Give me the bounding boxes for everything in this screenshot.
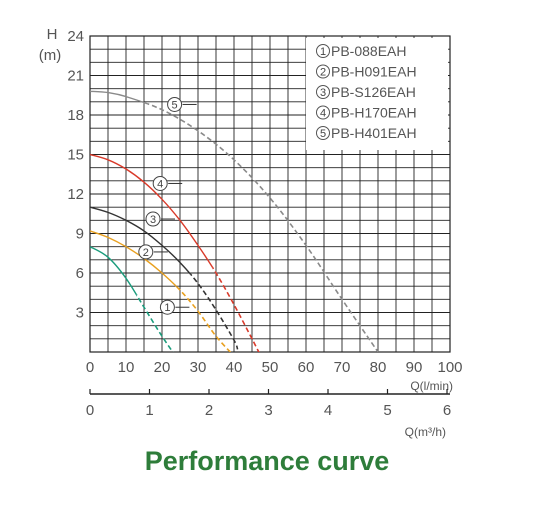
marker-circle bbox=[152, 175, 168, 191]
series-line-solid bbox=[90, 246, 137, 297]
legend-marker-number: 4 bbox=[320, 108, 326, 120]
legend-item-5: 5 PB-H401EAH bbox=[316, 125, 417, 141]
legend-marker-number: 5 bbox=[320, 128, 326, 140]
x-axis-label: Q(l/min) bbox=[410, 379, 453, 393]
series-line-dashed bbox=[212, 265, 260, 352]
legend-item-1: 1 PB-088EAH bbox=[316, 43, 406, 59]
series-curve-3 bbox=[90, 206, 239, 350]
y-tick-label: 9 bbox=[76, 226, 84, 243]
x-tick-label: 100 bbox=[437, 359, 462, 376]
y-tick-label: 3 bbox=[76, 305, 84, 322]
legend-marker-number: 1 bbox=[320, 46, 326, 58]
series-curve-2 bbox=[90, 230, 232, 352]
legend-label: PB-H091EAH bbox=[331, 64, 417, 80]
x-tick-label: 50 bbox=[262, 359, 279, 376]
chart-series-markers: 1 2 3 4 5 bbox=[138, 96, 197, 315]
x2-tick-label: 0 bbox=[86, 402, 94, 419]
x2-tick-label: 4 bbox=[324, 402, 332, 419]
chart-caption: Performance curve bbox=[144, 446, 390, 476]
series-marker-3: 3 bbox=[145, 211, 175, 227]
series-curve-4 bbox=[90, 153, 260, 352]
series-line-dashed bbox=[190, 273, 239, 350]
chart-grid bbox=[89, 35, 451, 353]
x2-tick-label: 1 bbox=[145, 402, 153, 419]
marker-circle bbox=[159, 299, 175, 315]
x2-tick-label: 2 bbox=[205, 402, 213, 419]
chart-series bbox=[90, 90, 379, 352]
legend-marker-circle bbox=[316, 64, 330, 79]
x-tick-label: 60 bbox=[298, 359, 315, 376]
legend-label: PB-H170EAH bbox=[331, 105, 417, 121]
series-curve-5 bbox=[90, 90, 379, 352]
x2-axis-label: Q(m³/h) bbox=[405, 425, 446, 439]
marker-label: 3 bbox=[150, 214, 156, 226]
series-marker-1: 1 bbox=[159, 299, 190, 315]
legend-item-4: 4 PB-H170EAH bbox=[316, 105, 417, 121]
marker-label: 4 bbox=[157, 178, 163, 190]
x-tick-label: 40 bbox=[226, 359, 243, 376]
x-tick-label: 70 bbox=[334, 359, 351, 376]
y-tick-label: 6 bbox=[76, 265, 84, 282]
marker-circle bbox=[145, 211, 161, 227]
x2-tick-label: 6 bbox=[443, 402, 451, 419]
y-tick-label: 21 bbox=[67, 68, 84, 85]
legend-marker-circle bbox=[316, 105, 330, 120]
series-marker-4: 4 bbox=[152, 175, 183, 191]
x-tick-label: 10 bbox=[118, 359, 135, 376]
series-line-solid bbox=[90, 230, 177, 288]
series-curve-1 bbox=[90, 246, 174, 352]
y-tick-label: 12 bbox=[67, 186, 84, 203]
series-marker-5: 5 bbox=[167, 96, 197, 112]
x2-tick-label: 3 bbox=[264, 402, 272, 419]
x-tick-label: 30 bbox=[190, 359, 207, 376]
y-axis-label: H bbox=[47, 26, 58, 43]
legend-item-2: 2 PB-H091EAH bbox=[316, 64, 417, 80]
legend-label: PB-H401EAH bbox=[331, 125, 417, 141]
x-tick-label: 0 bbox=[86, 359, 94, 376]
legend-item-3: 3 PB-S126EAH bbox=[316, 84, 416, 100]
marker-circle bbox=[138, 244, 154, 260]
series-line-solid bbox=[90, 90, 148, 105]
legend-label: PB-088EAH bbox=[331, 43, 406, 59]
series-line-solid bbox=[90, 206, 191, 276]
y-tick-label: 15 bbox=[67, 147, 84, 164]
y-tick-label: 18 bbox=[67, 107, 84, 124]
legend-marker-number: 3 bbox=[320, 87, 326, 99]
legend-marker-circle bbox=[316, 126, 330, 140]
marker-label: 5 bbox=[172, 99, 178, 111]
marker-label: 2 bbox=[143, 247, 149, 259]
x-tick-label: 90 bbox=[406, 359, 423, 376]
legend-marker-number: 2 bbox=[320, 67, 326, 79]
chart-legend: 1 PB-088EAH 2 PB-H091EAH 3 PB-S126EAH 4 PB-H170… bbox=[306, 38, 448, 150]
legend-marker-circle bbox=[316, 85, 330, 99]
y-tick-label: 24 bbox=[67, 28, 84, 45]
legend-label: PB-S126EAH bbox=[331, 84, 416, 100]
y-axis-unit: (m) bbox=[39, 47, 62, 64]
legend-marker-circle bbox=[316, 44, 330, 58]
x-tick-label: 20 bbox=[154, 359, 171, 376]
marker-label: 1 bbox=[164, 302, 170, 314]
x-tick-label: 80 bbox=[370, 359, 387, 376]
x2-tick-label: 5 bbox=[383, 402, 391, 419]
marker-circle bbox=[167, 96, 183, 112]
series-line-solid bbox=[90, 153, 213, 269]
series-marker-2: 2 bbox=[138, 244, 168, 260]
